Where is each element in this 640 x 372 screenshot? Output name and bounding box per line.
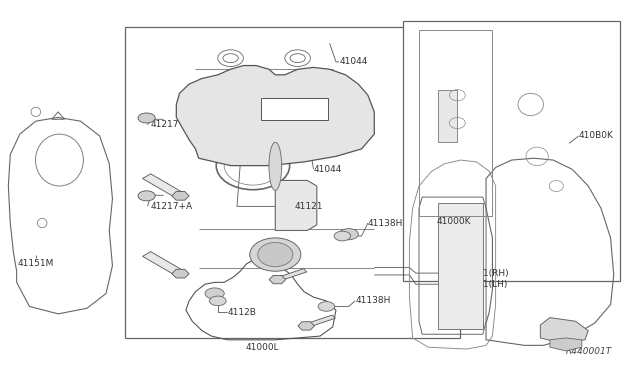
Text: 41138H: 41138H [355, 296, 390, 305]
Ellipse shape [269, 142, 282, 190]
Polygon shape [143, 174, 184, 198]
Bar [125, 27, 461, 338]
Text: 08044-4501A: 08044-4501A [272, 109, 319, 115]
Polygon shape [540, 318, 588, 343]
Text: (4): (4) [272, 114, 282, 121]
Text: 41000K: 41000K [437, 217, 471, 226]
Text: 41217+A: 41217+A [151, 202, 193, 211]
Polygon shape [143, 251, 184, 276]
Ellipse shape [258, 243, 293, 267]
Circle shape [334, 231, 351, 241]
Bar [403, 21, 620, 280]
Text: 41044: 41044 [339, 57, 367, 66]
Polygon shape [176, 65, 374, 166]
Polygon shape [275, 180, 317, 231]
Text: 41000L: 41000L [246, 343, 279, 352]
Text: 4112B: 4112B [227, 308, 256, 317]
Polygon shape [298, 322, 314, 330]
Text: 41011(LH): 41011(LH) [461, 280, 508, 289]
Bar [419, 31, 492, 216]
Text: R440001T: R440001T [566, 347, 612, 356]
Text: 41217: 41217 [151, 121, 179, 129]
Circle shape [339, 229, 358, 240]
Text: 41151M: 41151M [18, 259, 54, 268]
Circle shape [209, 296, 226, 306]
Circle shape [290, 54, 305, 62]
Text: 41138H: 41138H [368, 219, 403, 228]
FancyBboxPatch shape [260, 98, 328, 121]
Text: 41121: 41121 [294, 202, 323, 211]
Text: 41001(RH): 41001(RH) [461, 269, 509, 278]
Text: 41044: 41044 [314, 165, 342, 174]
Circle shape [138, 191, 156, 201]
Polygon shape [438, 203, 483, 329]
Bar [438, 90, 458, 141]
Circle shape [138, 113, 156, 123]
Polygon shape [550, 338, 582, 351]
Text: B: B [264, 108, 270, 116]
Polygon shape [305, 315, 335, 327]
Ellipse shape [250, 238, 301, 271]
Circle shape [318, 302, 335, 311]
Polygon shape [172, 192, 189, 200]
Polygon shape [269, 275, 285, 284]
Circle shape [205, 288, 224, 299]
Polygon shape [276, 269, 307, 281]
Polygon shape [172, 269, 189, 278]
Text: 410B0K: 410B0K [579, 131, 614, 141]
Circle shape [223, 54, 238, 62]
